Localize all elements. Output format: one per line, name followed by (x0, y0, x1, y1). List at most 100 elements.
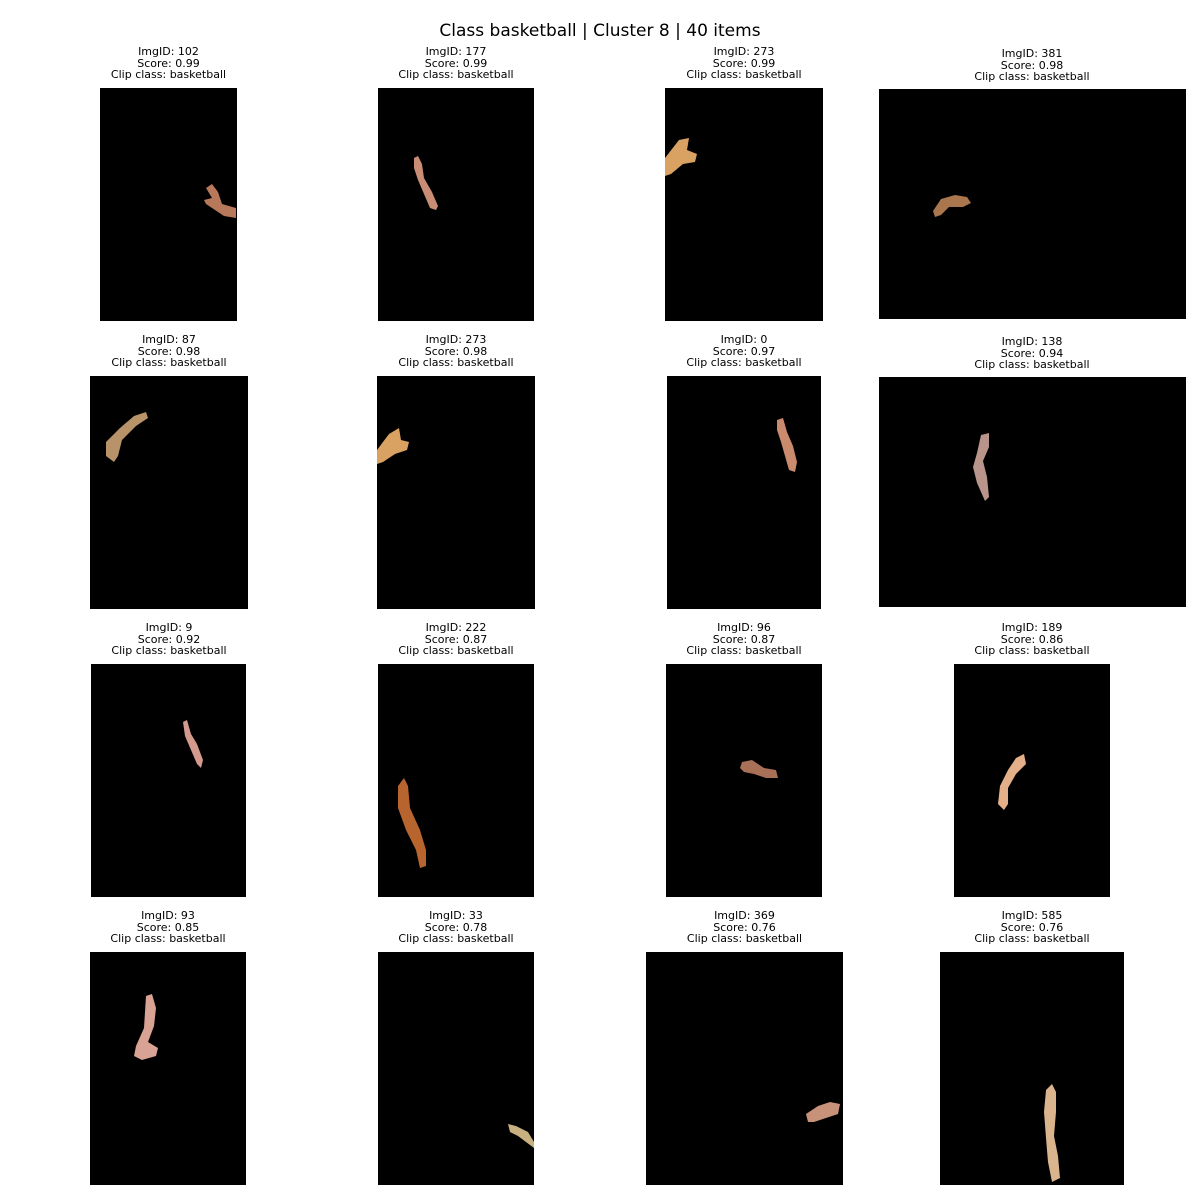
tile-img-id: ImgID: 93 (141, 909, 195, 922)
tile-img-id: ImgID: 273 (713, 45, 775, 58)
tile-image (91, 664, 246, 897)
tile: ImgID: 93 Score: 0.85 Clip class: basket… (90, 910, 246, 1185)
tile-score: Score: 0.98 (137, 344, 201, 358)
tile-clip-class: Clip class: basketball (974, 932, 1090, 945)
tile: ImgID: 273 Score: 0.99 Clip class: baske… (665, 46, 823, 321)
tile-caption: ImgID: 93 Score: 0.85 Clip class: basket… (70, 910, 266, 945)
tile-score: Score: 0.76 (1000, 920, 1064, 934)
tile-image (100, 88, 237, 321)
tile-clip-class: Clip class: basketball (110, 932, 226, 945)
tile: ImgID: 9 Score: 0.92 Clip class: basketb… (91, 622, 246, 897)
tile-image (90, 376, 248, 609)
figure-title: Class basketball | Cluster 8 | 40 items (439, 21, 761, 41)
tile-score: Score: 0.76 (713, 920, 776, 934)
tile-img-id: ImgID: 273 (425, 333, 487, 346)
tile-caption: ImgID: 585 Score: 0.76 Clip class: baske… (934, 910, 1130, 945)
tile-clip-class: Clip class: basketball (398, 68, 514, 81)
tile: ImgID: 381 Score: 0.98 Clip class: baske… (879, 46, 1186, 319)
tile-caption: ImgID: 189 Score: 0.86 Clip class: baske… (934, 622, 1130, 657)
tile-image (879, 377, 1186, 607)
tile-caption: ImgID: 87 Score: 0.98 Clip class: basket… (71, 334, 267, 369)
tile-image (954, 664, 1110, 897)
tile: ImgID: 189 Score: 0.86 Clip class: baske… (954, 622, 1110, 897)
tile-clip-class: Clip class: basketball (974, 644, 1090, 657)
tile-image (90, 952, 246, 1185)
tile-img-id: ImgID: 381 (1001, 47, 1063, 60)
arm-shape (933, 195, 971, 217)
tile-score: Score: 0.99 (712, 56, 776, 70)
arm-shape (508, 1124, 534, 1148)
tile: ImgID: 102 Score: 0.99 Clip class: baske… (100, 46, 237, 321)
tile-score: Score: 0.98 (424, 344, 488, 358)
tile-score: Score: 0.94 (1000, 346, 1064, 360)
tile-img-id: ImgID: 177 (425, 45, 487, 58)
tile-img-id: ImgID: 96 (717, 621, 771, 634)
arm-shape (740, 760, 778, 778)
tile-img-id: ImgID: 222 (425, 621, 487, 634)
tile-img-id: ImgID: 585 (1001, 909, 1063, 922)
tile-clip-class: Clip class: basketball (111, 644, 227, 657)
arm-shape (777, 418, 797, 472)
tile-score: Score: 0.97 (712, 344, 776, 358)
tile: ImgID: 33 Score: 0.78 Clip class: basket… (378, 910, 534, 1185)
arm-shape (665, 138, 697, 176)
arm-shape (1044, 1084, 1060, 1182)
tile-image (666, 664, 822, 897)
tile-img-id: ImgID: 369 (714, 909, 775, 922)
tile-clip-class: Clip class: basketball (111, 356, 227, 369)
tile-caption: ImgID: 273 Score: 0.98 Clip class: baske… (358, 334, 554, 369)
tile-clip-class: Clip class: basketball (398, 932, 514, 945)
tile-score: Score: 0.99 (137, 56, 200, 70)
tile-img-id: ImgID: 102 (138, 45, 199, 58)
tile: ImgID: 0 Score: 0.97 Clip class: basketb… (667, 334, 821, 609)
arm-shape (998, 754, 1026, 810)
tile-caption: ImgID: 102 Score: 0.99 Clip class: baske… (70, 46, 267, 81)
arm-shape (134, 994, 158, 1060)
tile-clip-class: Clip class: basketball (686, 932, 803, 945)
tile-caption: ImgID: 222 Score: 0.87 Clip class: baske… (358, 622, 554, 657)
tile: ImgID: 222 Score: 0.87 Clip class: baske… (378, 622, 534, 897)
tile-image (940, 952, 1124, 1185)
tile-image (378, 88, 534, 321)
tile-caption: ImgID: 0 Score: 0.97 Clip class: basketb… (646, 334, 842, 369)
tile-score: Score: 0.85 (136, 920, 200, 934)
tile: ImgID: 96 Score: 0.87 Clip class: basket… (666, 622, 822, 897)
tile-score: Score: 0.86 (1000, 632, 1064, 646)
tile-caption: ImgID: 9 Score: 0.92 Clip class: basketb… (71, 622, 267, 657)
tile-clip-class: Clip class: basketball (398, 356, 514, 369)
arm-shape (183, 720, 203, 768)
tile-caption: ImgID: 177 Score: 0.99 Clip class: baske… (358, 46, 554, 81)
tile-clip-class: Clip class: basketball (974, 70, 1090, 83)
tile-caption: ImgID: 96 Score: 0.87 Clip class: basket… (646, 622, 842, 657)
tile-img-id: ImgID: 189 (1001, 621, 1063, 634)
tile-clip-class: Clip class: basketball (110, 68, 227, 81)
tile-caption: ImgID: 138 Score: 0.94 Clip class: baske… (934, 336, 1130, 371)
arm-shape (106, 412, 148, 462)
arm-shape (806, 1102, 840, 1122)
tile-score: Score: 0.92 (137, 632, 201, 646)
tile-image (646, 952, 843, 1185)
tile-clip-class: Clip class: basketball (974, 358, 1090, 371)
tile-score: Score: 0.78 (424, 920, 488, 934)
tile-image (665, 88, 823, 321)
tile: ImgID: 177 Score: 0.99 Clip class: baske… (378, 46, 534, 321)
tile-caption: ImgID: 33 Score: 0.78 Clip class: basket… (358, 910, 554, 945)
tile-image (378, 952, 534, 1185)
tile-score: Score: 0.99 (424, 56, 488, 70)
arm-shape (377, 428, 409, 464)
arm-shape (973, 433, 989, 501)
tile-score: Score: 0.98 (1000, 58, 1064, 72)
tile-img-id: ImgID: 9 (145, 621, 193, 634)
tile-clip-class: Clip class: basketball (686, 68, 802, 81)
tile: ImgID: 369 Score: 0.76 Clip class: baske… (646, 910, 843, 1185)
tile: ImgID: 138 Score: 0.94 Clip class: baske… (879, 334, 1186, 607)
tile-img-id: ImgID: 138 (1001, 335, 1063, 348)
tile-image (879, 89, 1186, 319)
tile-score: Score: 0.87 (424, 632, 488, 646)
tile-caption: ImgID: 369 Score: 0.76 Clip class: baske… (646, 910, 843, 945)
tile-clip-class: Clip class: basketball (686, 644, 802, 657)
tile: ImgID: 87 Score: 0.98 Clip class: basket… (90, 334, 248, 609)
tile-img-id: ImgID: 0 (720, 333, 768, 346)
tile-image (378, 664, 534, 897)
tile-image (667, 376, 821, 609)
